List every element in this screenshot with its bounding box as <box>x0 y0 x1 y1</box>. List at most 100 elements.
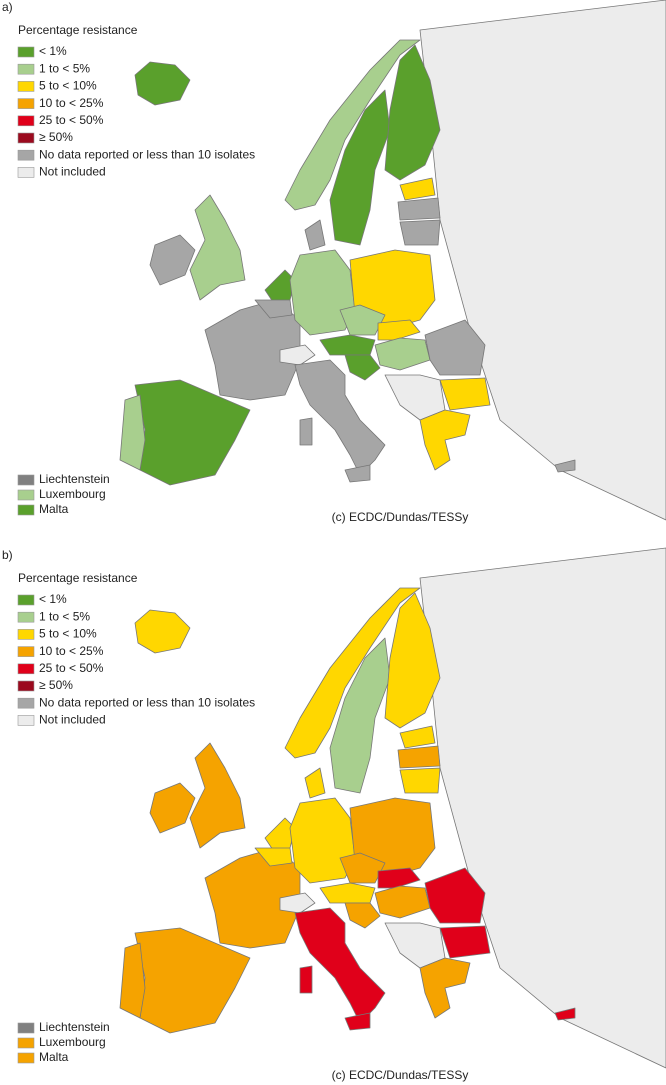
map <box>119 547 666 1069</box>
country-bulgaria <box>439 377 491 411</box>
legend-label: 1 to < 5% <box>39 61 90 75</box>
legend-swatch <box>17 646 35 657</box>
country-iceland <box>134 609 191 654</box>
country-sardinia <box>299 417 313 446</box>
country-portugal <box>119 394 146 471</box>
country-sweden <box>329 637 391 794</box>
country-latvia <box>397 197 441 221</box>
country-sweden <box>329 89 391 246</box>
small-country-label: Luxembourg <box>39 487 106 501</box>
country-ireland <box>149 782 196 834</box>
legend-label: No data reported or less than 10 isolate… <box>39 695 255 709</box>
country-finland <box>384 44 441 181</box>
legend-label: 10 to < 25% <box>39 644 104 658</box>
panel: a) Percentage resistance < 1% 1 to < 5% 5 to… <box>2 0 666 524</box>
legend-title: Percentage resistance <box>18 23 138 37</box>
country-cyprus <box>554 459 576 473</box>
legend-swatch <box>17 132 35 144</box>
panel: b) Percentage resistance < 1% 1 to < 5% 5 to… <box>2 547 666 1082</box>
country-norway <box>284 587 421 759</box>
country-iceland <box>134 61 191 106</box>
country-belgium <box>254 299 293 319</box>
legend-swatch <box>17 629 35 640</box>
legend-label: 1 to < 5% <box>39 609 90 623</box>
legend-swatch <box>17 594 35 606</box>
legend-swatch <box>17 46 35 58</box>
small-country-label: Liechtenstein <box>39 472 110 486</box>
country-switzerland <box>279 892 316 914</box>
legend-label: No data reported or less than 10 isolate… <box>39 147 255 161</box>
country-slovakia <box>377 319 421 341</box>
legend-label: 5 to < 10% <box>39 79 97 93</box>
legend-title: Percentage resistance <box>18 571 138 585</box>
country-denmark <box>304 219 326 251</box>
small-country-label: Malta <box>39 1050 69 1064</box>
legend-label: Not included <box>39 165 106 179</box>
credit: (c) ECDC/Dundas/TESSy <box>332 1068 469 1082</box>
legend-swatch <box>17 98 35 109</box>
panel-label: b) <box>2 548 13 562</box>
country-estonia <box>399 177 436 201</box>
legend-swatch <box>17 697 35 709</box>
country-cyprus <box>554 1007 576 1021</box>
country-romania <box>424 319 486 376</box>
legend-swatch <box>17 115 35 127</box>
small-country-swatch <box>17 489 35 501</box>
country-italy <box>294 359 386 476</box>
legend-label: < 1% <box>39 44 67 58</box>
country-lithuania <box>399 767 441 794</box>
small-country-swatch <box>17 1022 35 1034</box>
country-france <box>204 299 301 401</box>
legend-label: 25 to < 50% <box>39 661 104 675</box>
country-uk <box>189 194 246 301</box>
country-sicily <box>344 464 371 483</box>
legend-label: 5 to < 10% <box>39 627 97 641</box>
legend-label: < 1% <box>39 592 67 606</box>
country-sicily <box>344 1012 371 1031</box>
small-country-swatch <box>17 1037 35 1049</box>
country-east <box>419 547 666 1069</box>
country-denmark <box>304 767 326 799</box>
country-slovenia-croatia <box>344 354 381 381</box>
country-switzerland <box>279 344 316 366</box>
country-hungary <box>374 885 431 919</box>
legend-label: ≥ 50% <box>39 130 73 144</box>
country-italy <box>294 907 386 1024</box>
country-uk <box>189 742 246 849</box>
legend-swatch <box>17 715 35 726</box>
legend-label: 10 to < 25% <box>39 96 104 110</box>
legend-swatch <box>17 663 35 675</box>
legend-swatch <box>17 167 35 178</box>
legend-label: 25 to < 50% <box>39 113 104 127</box>
country-portugal <box>119 942 146 1019</box>
country-hungary <box>374 337 431 371</box>
country-bulgaria <box>439 925 491 959</box>
legend-swatch <box>17 680 35 692</box>
legend-swatch <box>17 81 35 92</box>
country-finland <box>384 592 441 729</box>
country-romania <box>424 867 486 924</box>
country-france <box>204 847 301 949</box>
small-country-swatch <box>17 1052 35 1064</box>
country-ireland <box>149 234 196 286</box>
country-greece <box>419 957 471 1019</box>
legend-swatch <box>17 611 35 623</box>
country-slovenia-croatia <box>344 902 381 929</box>
small-country-label: Liechtenstein <box>39 1020 110 1034</box>
country-norway <box>284 39 421 211</box>
map <box>119 0 666 521</box>
credit: (c) ECDC/Dundas/TESSy <box>332 510 469 524</box>
country-austria <box>319 882 376 904</box>
country-belgium <box>254 847 293 867</box>
small-country-label: Luxembourg <box>39 1035 106 1049</box>
legend-swatch <box>17 63 35 75</box>
panel-label: a) <box>2 0 13 14</box>
country-estonia <box>399 725 436 749</box>
small-country-swatch <box>17 474 35 486</box>
country-greece <box>419 409 471 471</box>
country-slovakia <box>377 867 421 889</box>
country-latvia <box>397 745 441 769</box>
legend-label: Not included <box>39 713 106 727</box>
small-country-swatch <box>17 504 35 516</box>
country-lithuania <box>399 219 441 246</box>
